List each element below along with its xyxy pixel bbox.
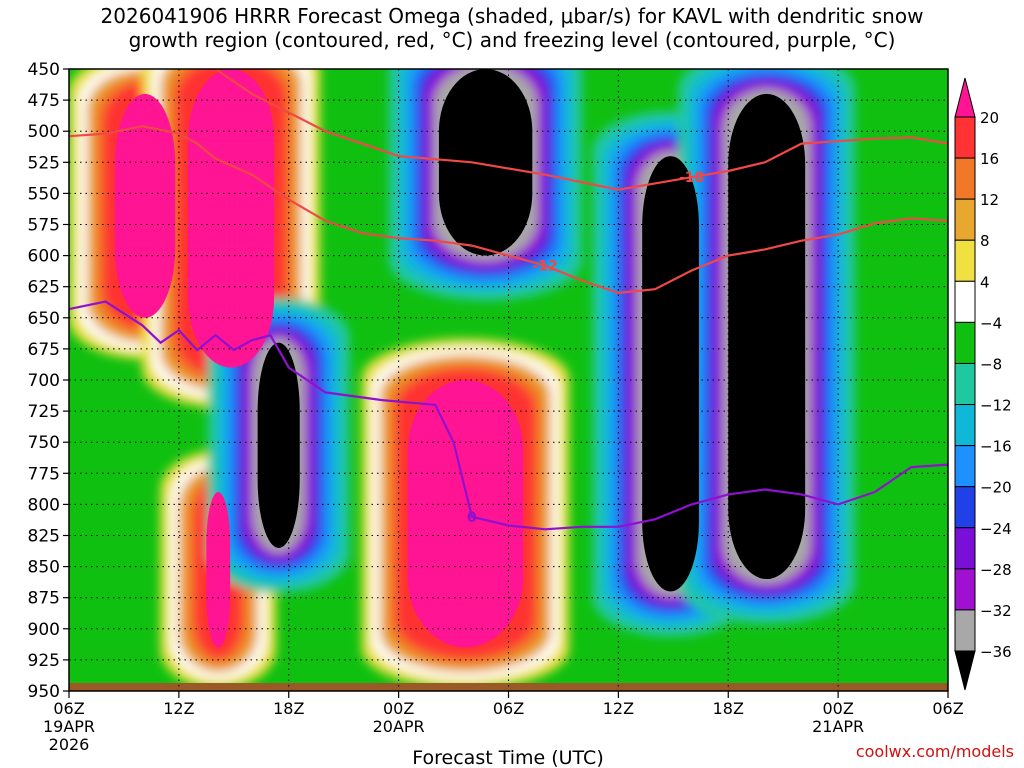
title-line-2: growth region (contoured, red, °C) and f… xyxy=(128,28,896,52)
omega-cell-1 xyxy=(114,93,176,318)
y-tick-label-525: 525 xyxy=(28,153,60,173)
colorbar-label-1: 16 xyxy=(980,150,999,168)
colorbar-label-11: −28 xyxy=(980,561,1012,579)
y-tick-label-650: 650 xyxy=(28,309,60,329)
colorbar-top-arrow xyxy=(954,77,976,118)
credit-text: coolwx.com/models xyxy=(855,742,1014,761)
y-tick-label-550: 550 xyxy=(28,184,60,204)
colorbar-label-13: −36 xyxy=(980,643,1012,661)
isotherm-contour-label-1: -18 xyxy=(679,170,704,186)
y-tick-label-800: 800 xyxy=(28,495,60,515)
x-tick-date-7: 21APR xyxy=(812,717,864,736)
omega-cell-3 xyxy=(407,380,524,648)
colorbar-label-2: 12 xyxy=(980,191,999,209)
colorbar-bottom-arrow xyxy=(954,650,976,691)
y-tick-label-575: 575 xyxy=(28,216,60,236)
contours: -12 -18 0 xyxy=(69,69,948,531)
isotherm-contour-label-0: -12 xyxy=(532,259,557,275)
y-tick-label-900: 900 xyxy=(28,620,60,640)
x-tick-date-0: 19APR xyxy=(43,717,95,736)
isotherm-contour-0 xyxy=(69,125,948,295)
x-tick-label-5: 12Z xyxy=(603,699,634,718)
colorbar-label-6: −8 xyxy=(980,355,1002,373)
y-tick-label-600: 600 xyxy=(28,247,60,267)
colorbar-box-8 xyxy=(954,445,976,488)
colorbar-box-7 xyxy=(954,404,976,447)
y-tick-label-950: 950 xyxy=(28,682,60,702)
omega-cell-4 xyxy=(257,342,300,548)
y-tick-label-750: 750 xyxy=(28,433,60,453)
y-tick-label-850: 850 xyxy=(28,558,60,578)
colorbar-box-2 xyxy=(954,198,976,241)
freezing-level-contour-label-2: 0 xyxy=(467,510,477,526)
omega-cell-7 xyxy=(728,93,806,580)
colorbar-label-9: −20 xyxy=(980,479,1012,497)
isotherm-contour-1 xyxy=(214,69,948,191)
colorbar-box-6 xyxy=(954,362,976,406)
y-tick-label-925: 925 xyxy=(28,651,60,671)
colorbar-label-0: 20 xyxy=(980,109,999,127)
y-tick-label-875: 875 xyxy=(28,589,60,609)
x-tick-label-6: 18Z xyxy=(713,699,744,718)
colorbar-box-5 xyxy=(954,321,976,364)
chart-title: 2026041906 HRRR Forecast Omega (shaded, … xyxy=(0,4,1024,52)
x-axis-label: Forecast Time (UTC) xyxy=(412,747,603,768)
y-tick-label-725: 725 xyxy=(28,402,60,422)
colorbar-label-12: −32 xyxy=(980,602,1012,620)
x-tick-label-1: 12Z xyxy=(163,699,194,718)
colorbar-box-1 xyxy=(954,157,976,200)
omega-cell-6 xyxy=(642,156,699,592)
y-tick-label-625: 625 xyxy=(28,278,60,298)
x-tick-label-7: 00Z xyxy=(822,699,853,718)
y-tick-label-475: 475 xyxy=(28,91,60,111)
grid xyxy=(69,69,948,691)
colorbar-box-11 xyxy=(954,568,976,611)
colorbar-label-7: −12 xyxy=(980,397,1012,415)
colorbar-label-5: −4 xyxy=(980,314,1002,332)
y-tick-label-700: 700 xyxy=(28,371,60,391)
colorbar-box-10 xyxy=(954,527,976,570)
y-tick-label-500: 500 xyxy=(28,122,60,142)
y-axis: 450 475 500 525 550 575 600 625 650 675 700 725 750 7… xyxy=(28,60,69,702)
x-tick-label-3: 00Z xyxy=(383,699,414,718)
y-tick-label-775: 775 xyxy=(28,464,60,484)
x-tick-date-3: 20APR xyxy=(373,717,425,736)
x-tick-label-0: 06Z xyxy=(53,699,84,718)
colorbar-box-4 xyxy=(954,280,976,323)
title-line-1: 2026041906 HRRR Forecast Omega (shaded, … xyxy=(100,4,924,28)
colorbar-box-12 xyxy=(954,609,976,652)
colorbar-label-4: 4 xyxy=(980,273,990,291)
colorbar-box-0 xyxy=(954,116,976,159)
y-tick-label-675: 675 xyxy=(28,340,60,360)
y-tick-label-825: 825 xyxy=(28,527,60,547)
terrain xyxy=(69,683,948,691)
colorbar-label-3: 8 xyxy=(980,232,990,250)
freezing-level-contour-2 xyxy=(69,300,948,531)
colorbar-box-3 xyxy=(954,239,976,282)
colorbar: 20 16 12 8 4 −4 −8 −12 −16 −20 −24 −28 −32 −36 xyxy=(954,77,1012,691)
x-tick-year-0: 2026 xyxy=(49,735,90,754)
colorbar-label-8: −16 xyxy=(980,438,1012,456)
y-tick-label-450: 450 xyxy=(28,60,60,80)
x-tick-label-2: 18Z xyxy=(273,699,304,718)
colorbar-label-10: −24 xyxy=(980,520,1012,538)
omega-field xyxy=(69,69,856,689)
omega-cell-5 xyxy=(438,69,533,256)
omega-cell-0 xyxy=(206,491,231,648)
omega-cell-2 xyxy=(188,69,275,368)
colorbar-box-9 xyxy=(954,486,976,529)
x-tick-label-4: 06Z xyxy=(493,699,524,718)
x-tick-label-8: 06Z xyxy=(932,699,963,718)
